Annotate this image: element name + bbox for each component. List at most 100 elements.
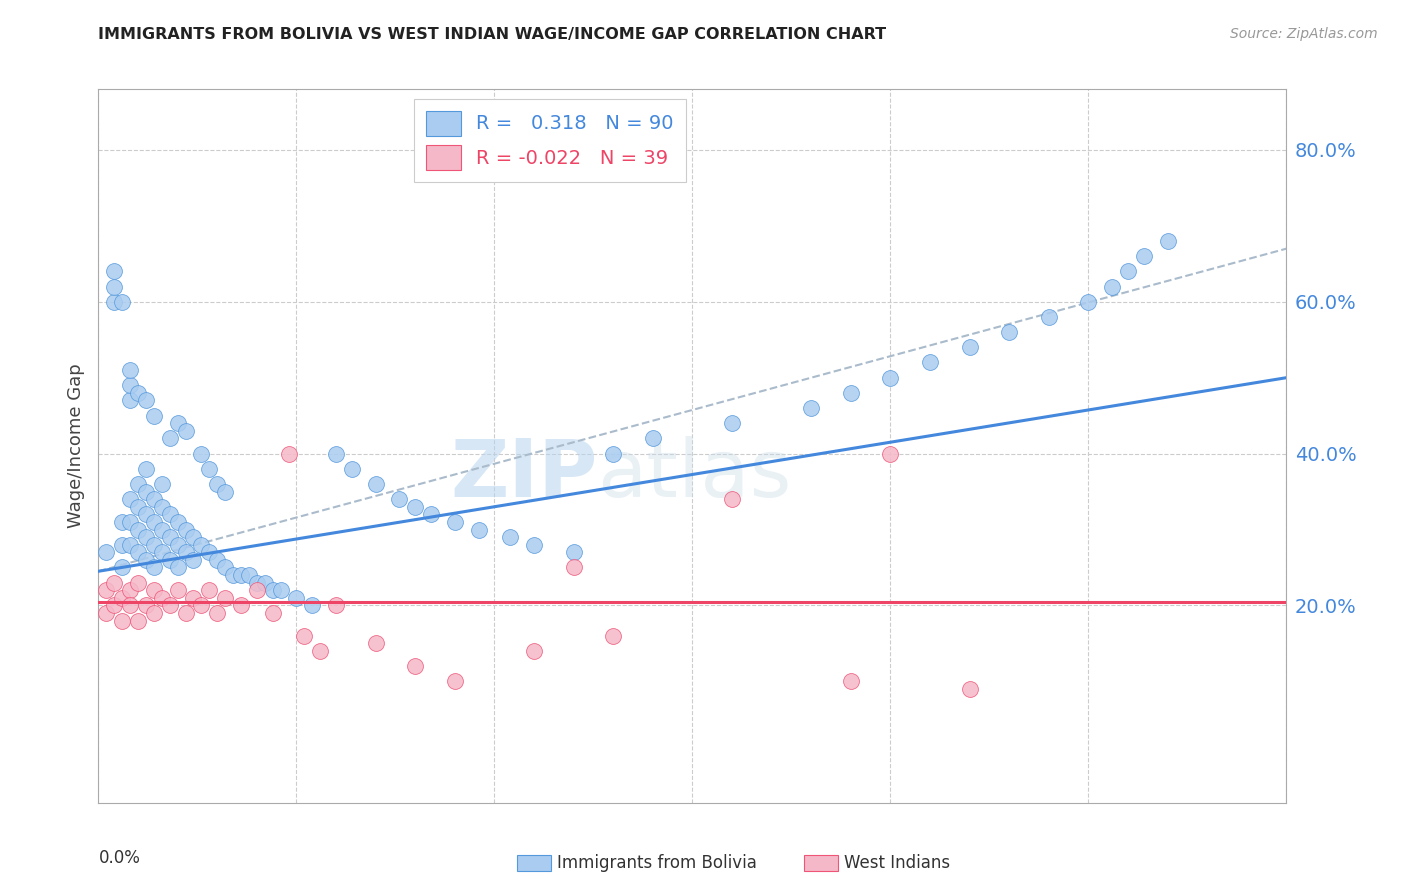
Point [135, 462, 157, 476]
Point [1133, 249, 1156, 263]
Point [142, 515, 165, 529]
Point [404, 500, 426, 514]
Point [1116, 264, 1139, 278]
Point [111, 515, 134, 529]
Point [166, 583, 188, 598]
Point [103, 575, 125, 590]
Point [190, 538, 212, 552]
Point [364, 477, 387, 491]
Point [135, 393, 157, 408]
Point [159, 530, 181, 544]
Point [879, 370, 901, 384]
Point [229, 599, 252, 613]
Point [309, 644, 332, 658]
Point [135, 599, 157, 613]
Point [135, 484, 157, 499]
Point [253, 575, 276, 590]
Point [325, 599, 347, 613]
Point [207, 606, 229, 620]
Point [166, 560, 188, 574]
Point [238, 568, 260, 582]
Point [270, 583, 292, 598]
Point [103, 294, 125, 309]
Point [523, 538, 546, 552]
Point [562, 560, 585, 574]
Point [174, 424, 197, 438]
Point [214, 484, 236, 499]
Point [135, 508, 157, 522]
Point [120, 363, 142, 377]
Point [111, 294, 134, 309]
Point [127, 614, 149, 628]
Point [998, 325, 1021, 339]
Point [920, 355, 942, 369]
Point [214, 591, 236, 605]
Point [602, 629, 624, 643]
Point [120, 538, 142, 552]
Point [285, 591, 308, 605]
Point [127, 545, 149, 559]
Point [467, 523, 489, 537]
Point [301, 599, 323, 613]
Point [444, 515, 467, 529]
Point [120, 599, 142, 613]
Point [262, 583, 284, 598]
Point [135, 530, 157, 544]
Point [111, 591, 134, 605]
Point [166, 515, 188, 529]
Point [150, 523, 173, 537]
Point [120, 515, 142, 529]
Point [150, 591, 173, 605]
Point [103, 279, 125, 293]
Point [959, 340, 981, 354]
Point [325, 447, 347, 461]
Point [159, 431, 181, 445]
Point [135, 553, 157, 567]
Point [120, 492, 142, 507]
Point [839, 385, 862, 400]
Point [1038, 310, 1060, 324]
Point [198, 462, 221, 476]
Point [364, 636, 387, 650]
Point [96, 583, 118, 598]
Point [1156, 234, 1178, 248]
Point [388, 492, 411, 507]
Point [444, 674, 467, 689]
Point [523, 644, 546, 658]
Text: 0.0%: 0.0% [98, 849, 141, 867]
Point [499, 530, 522, 544]
Text: Source: ZipAtlas.com: Source: ZipAtlas.com [1230, 27, 1378, 41]
Point [404, 659, 426, 673]
Text: Immigrants from Bolivia: Immigrants from Bolivia [557, 854, 756, 871]
Point [190, 447, 212, 461]
Point [111, 614, 134, 628]
Point [103, 599, 125, 613]
Point [127, 523, 149, 537]
Text: atlas: atlas [598, 435, 792, 514]
Point [262, 606, 284, 620]
Point [142, 560, 165, 574]
Point [183, 591, 205, 605]
Point [142, 606, 165, 620]
Point [839, 674, 862, 689]
Point [879, 447, 901, 461]
Point [120, 583, 142, 598]
Point [292, 629, 315, 643]
Point [150, 545, 173, 559]
Point [142, 409, 165, 423]
Point [207, 553, 229, 567]
Point [159, 599, 181, 613]
Point [183, 530, 205, 544]
Point [602, 447, 624, 461]
Point [111, 538, 134, 552]
Point [1101, 279, 1123, 293]
Point [721, 492, 744, 507]
Point [207, 477, 229, 491]
Point [277, 447, 299, 461]
Point [174, 606, 197, 620]
Point [111, 560, 134, 574]
Point [127, 477, 149, 491]
Point [340, 462, 363, 476]
Point [127, 575, 149, 590]
Point [142, 583, 165, 598]
